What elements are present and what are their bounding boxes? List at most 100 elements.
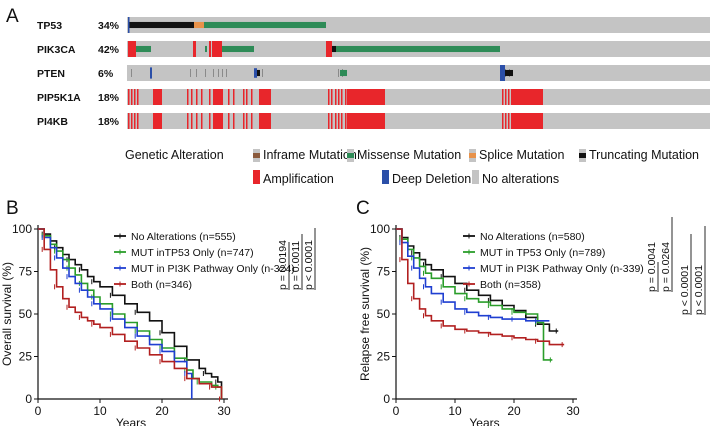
pvalue-label: p = 0.0011 bbox=[290, 241, 302, 290]
alteration-mark bbox=[508, 89, 510, 105]
alteration-mark bbox=[128, 21, 194, 29]
alteration-mark bbox=[190, 69, 191, 77]
alteration-mark bbox=[228, 113, 230, 129]
alteration-mark bbox=[194, 21, 204, 29]
alteration-mark bbox=[128, 41, 136, 57]
alteration-mark bbox=[505, 113, 507, 129]
legend-swatch bbox=[469, 153, 476, 158]
alteration-mark bbox=[347, 113, 385, 129]
alteration-mark bbox=[205, 69, 206, 77]
y-tick-label: 25 bbox=[377, 350, 391, 364]
km-legend-label: MUT inTP53 Only (n=747) bbox=[131, 247, 254, 259]
gene-pct: 34% bbox=[98, 20, 120, 32]
legend-label: Amplification bbox=[263, 172, 334, 186]
track-background bbox=[127, 17, 710, 33]
survival-curve-3 bbox=[38, 228, 223, 399]
alteration-mark bbox=[251, 113, 253, 129]
alteration-mark bbox=[134, 113, 136, 129]
alteration-mark bbox=[259, 89, 271, 105]
alteration-mark bbox=[262, 69, 263, 77]
alteration-mark bbox=[338, 69, 339, 77]
alteration-mark bbox=[341, 113, 343, 129]
alteration-mark bbox=[212, 41, 222, 57]
legend-label: Truncating Mutation bbox=[589, 148, 699, 162]
survival-curve-0 bbox=[38, 228, 223, 399]
gene-label: PI4KB bbox=[37, 116, 68, 128]
alteration-mark bbox=[340, 69, 347, 77]
legend-label: Deep Deletion bbox=[392, 172, 471, 186]
alteration-mark bbox=[331, 113, 333, 129]
gene-label: PIP5K1A bbox=[37, 92, 81, 104]
km-legend-label: Both (n=358) bbox=[480, 279, 541, 291]
gene-pct: 42% bbox=[98, 44, 120, 56]
y-tick-label: 0 bbox=[383, 392, 390, 406]
x-tick-label: 20 bbox=[507, 404, 521, 418]
survival-curve-1 bbox=[396, 228, 553, 361]
x-tick-label: 30 bbox=[566, 404, 580, 418]
alteration-mark bbox=[326, 41, 332, 57]
alteration-mark bbox=[233, 113, 235, 129]
legend-label: No alterations bbox=[482, 172, 559, 186]
alteration-mark bbox=[338, 113, 340, 129]
km-legend-label: No Alterations (n=555) bbox=[131, 231, 236, 243]
km-legend-label: MUT in PI3K Pathway Only (n-339) bbox=[480, 263, 644, 275]
y-tick-label: 25 bbox=[19, 350, 33, 364]
alteration-mark bbox=[201, 113, 203, 129]
alteration-mark bbox=[505, 89, 507, 105]
alteration-mark bbox=[251, 89, 253, 105]
km-plot-overall-survival: 0 25 50 75 100 0 10 20 30 Years Overall survival (… bbox=[0, 222, 316, 426]
legend-label: Missense Mutation bbox=[357, 148, 461, 162]
km-plot-relapse-free-survival: 0 25 50 75 100 0 10 20 30 Years Relapse free survi… bbox=[358, 217, 706, 426]
x-axis-label: Years bbox=[116, 416, 146, 426]
alteration-mark bbox=[246, 89, 248, 105]
alteration-mark bbox=[335, 113, 337, 129]
legend-label: Inframe Mutation bbox=[263, 148, 357, 162]
alteration-mark bbox=[204, 21, 326, 29]
y-tick-label: 0 bbox=[25, 392, 32, 406]
x-axis-label: Years bbox=[469, 416, 499, 426]
alteration-mark bbox=[332, 45, 336, 53]
alteration-mark bbox=[228, 89, 230, 105]
alteration-mark bbox=[222, 69, 223, 77]
alteration-mark bbox=[196, 113, 198, 129]
alteration-mark bbox=[505, 69, 513, 77]
legend-label: Splice Mutation bbox=[479, 148, 565, 162]
legend-swatch bbox=[579, 153, 586, 158]
panel-label-a: A bbox=[6, 6, 19, 27]
alteration-mark bbox=[233, 89, 235, 105]
y-axis-label: Overall survival (%) bbox=[0, 262, 14, 366]
pvalue-label: p < 0.0001 bbox=[303, 240, 315, 290]
alteration-mark bbox=[336, 45, 500, 53]
km-legend-label: MUT in TP53 Only (n=789) bbox=[480, 247, 605, 259]
legend-swatch bbox=[382, 170, 389, 184]
y-axis-label: Relapse free survival (%) bbox=[358, 247, 372, 381]
alteration-mark bbox=[128, 17, 130, 33]
x-tick-label: 10 bbox=[448, 404, 462, 418]
alteration-mark bbox=[213, 113, 223, 129]
panel-label-c: C bbox=[356, 198, 370, 219]
gene-label: PIK3CA bbox=[37, 44, 76, 56]
alteration-mark bbox=[201, 89, 203, 105]
gene-label: TP53 bbox=[37, 20, 62, 32]
x-tick-label: 0 bbox=[393, 404, 400, 418]
alteration-mark bbox=[209, 89, 211, 105]
x-tick-label: 20 bbox=[155, 404, 169, 418]
alteration-mark bbox=[193, 41, 196, 57]
alteration-mark bbox=[511, 89, 543, 105]
gene-pct: 18% bbox=[98, 116, 120, 128]
alteration-mark bbox=[150, 67, 152, 79]
alteration-mark bbox=[187, 89, 189, 105]
alteration-mark bbox=[131, 89, 133, 105]
alteration-mark bbox=[131, 113, 133, 129]
alteration-mark bbox=[500, 65, 505, 81]
alteration-mark bbox=[218, 69, 219, 77]
alteration-mark bbox=[243, 113, 245, 129]
legend-swatch bbox=[253, 170, 260, 184]
alteration-mark bbox=[213, 69, 214, 77]
x-tick-label: 30 bbox=[217, 404, 231, 418]
alteration-mark bbox=[187, 113, 189, 129]
alteration-mark bbox=[153, 113, 162, 129]
alteration-mark bbox=[196, 89, 198, 105]
track-background bbox=[127, 89, 710, 105]
survival-curve-3 bbox=[396, 228, 565, 346]
